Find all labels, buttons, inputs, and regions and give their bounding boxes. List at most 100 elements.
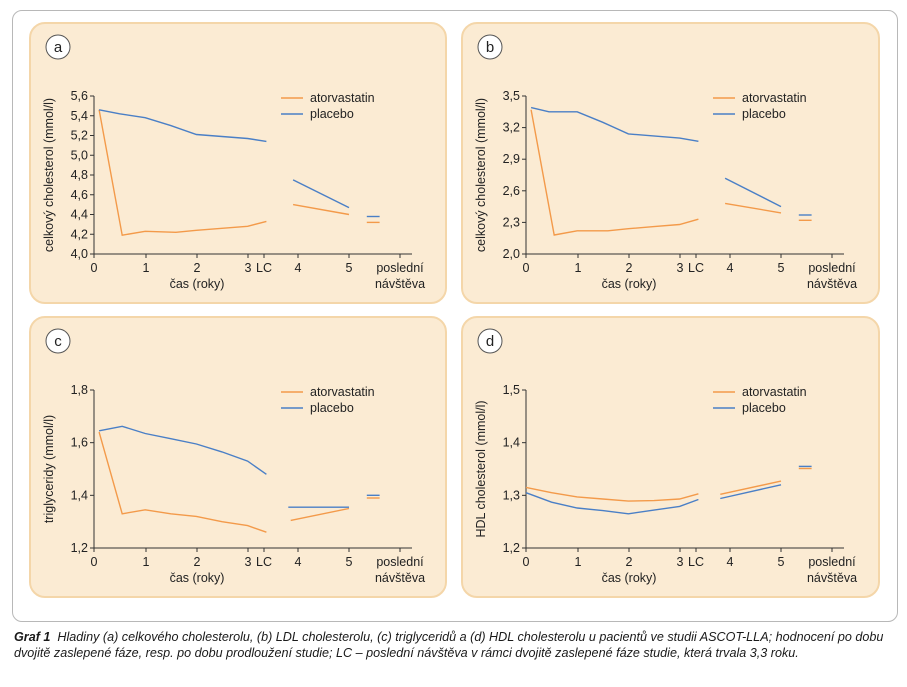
y-tick-label: 1,5 xyxy=(503,383,520,397)
legend-label-atorvastatin: atorvastatin xyxy=(310,385,375,399)
y-tick-label: 5,2 xyxy=(71,129,88,143)
y-tick-label: 1,2 xyxy=(503,541,520,555)
y-tick-label: 1,4 xyxy=(503,436,520,450)
chart-b-svg: b 2,0 2,3 2,6 2,9 3,2 3,5 0 1 2 3 LC 4 5 poslední návšt… xyxy=(474,34,857,291)
x-tick-label: 1 xyxy=(575,261,582,275)
x-tick-label: 4 xyxy=(295,555,302,569)
x-axis-label: čas (roky) xyxy=(602,277,657,291)
x-tick-label: poslední xyxy=(376,261,424,275)
figure-caption: Graf 1 Hladiny (a) celkového cholesterol… xyxy=(14,630,894,661)
y-axis-label: celkový cholesterol (mmol/l) xyxy=(42,98,56,252)
chart-panel-d: d 1,2 1,3 1,4 1,5 0 1 2 3 LC 4 5 poslední návštěva čas… xyxy=(461,316,880,598)
series-line-placebo xyxy=(530,106,699,142)
y-tick-label: 5,6 xyxy=(71,89,88,103)
x-tick-label: 1 xyxy=(575,555,582,569)
series-line-atorvastatin xyxy=(292,203,350,216)
series-line-placebo xyxy=(720,484,782,500)
x-tick-label: LC xyxy=(256,555,272,569)
y-axis-label: HDL cholesterol (mmol/l) xyxy=(474,400,488,537)
x-tick-label: 1 xyxy=(143,261,150,275)
x-tick-label: 3 xyxy=(245,261,252,275)
y-tick-label: 5,4 xyxy=(71,109,88,123)
x-tick-label: 2 xyxy=(194,261,201,275)
series-line-placebo xyxy=(292,179,350,209)
panel-letter-b: b xyxy=(486,39,494,56)
x-tick-label: 3 xyxy=(245,555,252,569)
caption-text: Hladiny (a) celkového cholesterolu, (b) … xyxy=(14,630,884,660)
series-line-placebo xyxy=(525,492,699,515)
legend-label-placebo: placebo xyxy=(310,107,354,121)
x-tick-label: 4 xyxy=(727,555,734,569)
legend-label-placebo: placebo xyxy=(310,401,354,415)
x-tick-label: 0 xyxy=(523,555,530,569)
chart-c-svg: c 1,2 1,4 1,6 1,8 0 1 2 3 LC 4 5 poslední návštěva čas… xyxy=(42,328,425,585)
x-tick-label: 3 xyxy=(677,555,684,569)
series-line-atorvastatin xyxy=(724,202,782,214)
x-tick-label: návštěva xyxy=(807,571,857,585)
x-tick-label: LC xyxy=(688,261,704,275)
y-tick-label: 4,4 xyxy=(71,208,88,222)
x-tick-label: 5 xyxy=(346,555,353,569)
panel-badge-c xyxy=(45,328,71,354)
series-line-atorvastatin xyxy=(530,109,699,236)
x-tick-label: návštěva xyxy=(375,571,425,585)
x-tick-label: 3 xyxy=(677,261,684,275)
x-tick-label: 1 xyxy=(143,555,150,569)
y-tick-label: 1,3 xyxy=(503,488,520,502)
x-tick-label: 2 xyxy=(626,555,633,569)
x-tick-label: 0 xyxy=(91,555,98,569)
legend-label-placebo: placebo xyxy=(742,107,786,121)
panel-letter-c: c xyxy=(54,333,62,350)
y-tick-label: 1,2 xyxy=(71,541,88,555)
x-tick-label: návštěva xyxy=(375,277,425,291)
chart-panel-b: b 2,0 2,3 2,6 2,9 3,2 3,5 0 1 2 3 LC 4 5 poslední návšt… xyxy=(461,22,880,304)
series-line-atorvastatin xyxy=(525,486,699,502)
chart-panel-a: a 4,0 4,2 4,4 4,6 4,8 5,0 5,2 5,4 5,6 0 1 2 3 LC 4 5 posl… xyxy=(29,22,447,304)
x-tick-label: 4 xyxy=(727,261,734,275)
panel-badge-d xyxy=(477,328,503,354)
series-line-placebo xyxy=(724,177,782,208)
x-tick-label: 0 xyxy=(523,261,530,275)
y-axis-label: celkový cholesterol (mmol/l) xyxy=(474,98,488,252)
y-tick-label: 1,4 xyxy=(71,488,88,502)
x-tick-label: 4 xyxy=(295,261,302,275)
y-tick-label: 4,0 xyxy=(71,247,88,261)
panel-badge-b xyxy=(477,34,503,60)
x-tick-label: poslední xyxy=(376,555,424,569)
legend-label-atorvastatin: atorvastatin xyxy=(742,385,807,399)
chart-a-svg: a 4,0 4,2 4,4 4,6 4,8 5,0 5,2 5,4 5,6 0 1 2 3 LC 4 5 posl… xyxy=(42,34,425,291)
y-tick-label: 5,0 xyxy=(71,148,88,162)
series-line-atorvastatin xyxy=(98,109,267,237)
y-tick-label: 1,8 xyxy=(71,383,88,397)
x-tick-label: 2 xyxy=(194,555,201,569)
y-axis-label: triglyceridy (mmol/l) xyxy=(42,415,56,523)
x-axis-label: čas (roky) xyxy=(602,571,657,585)
series-line-placebo xyxy=(98,425,267,475)
x-tick-label: 5 xyxy=(346,261,353,275)
legend-label-atorvastatin: atorvastatin xyxy=(310,91,375,105)
series-line-atorvastatin xyxy=(720,480,782,495)
y-tick-label: 3,5 xyxy=(503,89,520,103)
y-tick-label: 4,8 xyxy=(71,168,88,182)
y-tick-label: 1,6 xyxy=(71,436,88,450)
legend-label-placebo: placebo xyxy=(742,401,786,415)
legend-label-atorvastatin: atorvastatin xyxy=(742,91,807,105)
x-tick-label: LC xyxy=(688,555,704,569)
y-tick-label: 2,3 xyxy=(503,215,520,229)
panel-letter-a: a xyxy=(54,39,63,56)
caption-label: Graf 1 xyxy=(14,630,51,644)
series-line-atorvastatin xyxy=(290,507,350,522)
x-tick-label: poslední xyxy=(808,555,856,569)
panel-badge-a xyxy=(45,34,71,60)
x-tick-label: 5 xyxy=(778,555,785,569)
y-tick-label: 4,2 xyxy=(71,227,88,241)
y-tick-label: 3,2 xyxy=(503,121,520,135)
panel-letter-d: d xyxy=(486,333,494,350)
series-line-placebo xyxy=(98,109,267,143)
y-tick-label: 4,6 xyxy=(71,188,88,202)
x-tick-label: LC xyxy=(256,261,272,275)
x-tick-label: návštěva xyxy=(807,277,857,291)
chart-panel-c: c 1,2 1,4 1,6 1,8 0 1 2 3 LC 4 5 poslední návštěva čas… xyxy=(29,316,447,598)
y-tick-label: 2,6 xyxy=(503,184,520,198)
x-tick-label: poslední xyxy=(808,261,856,275)
